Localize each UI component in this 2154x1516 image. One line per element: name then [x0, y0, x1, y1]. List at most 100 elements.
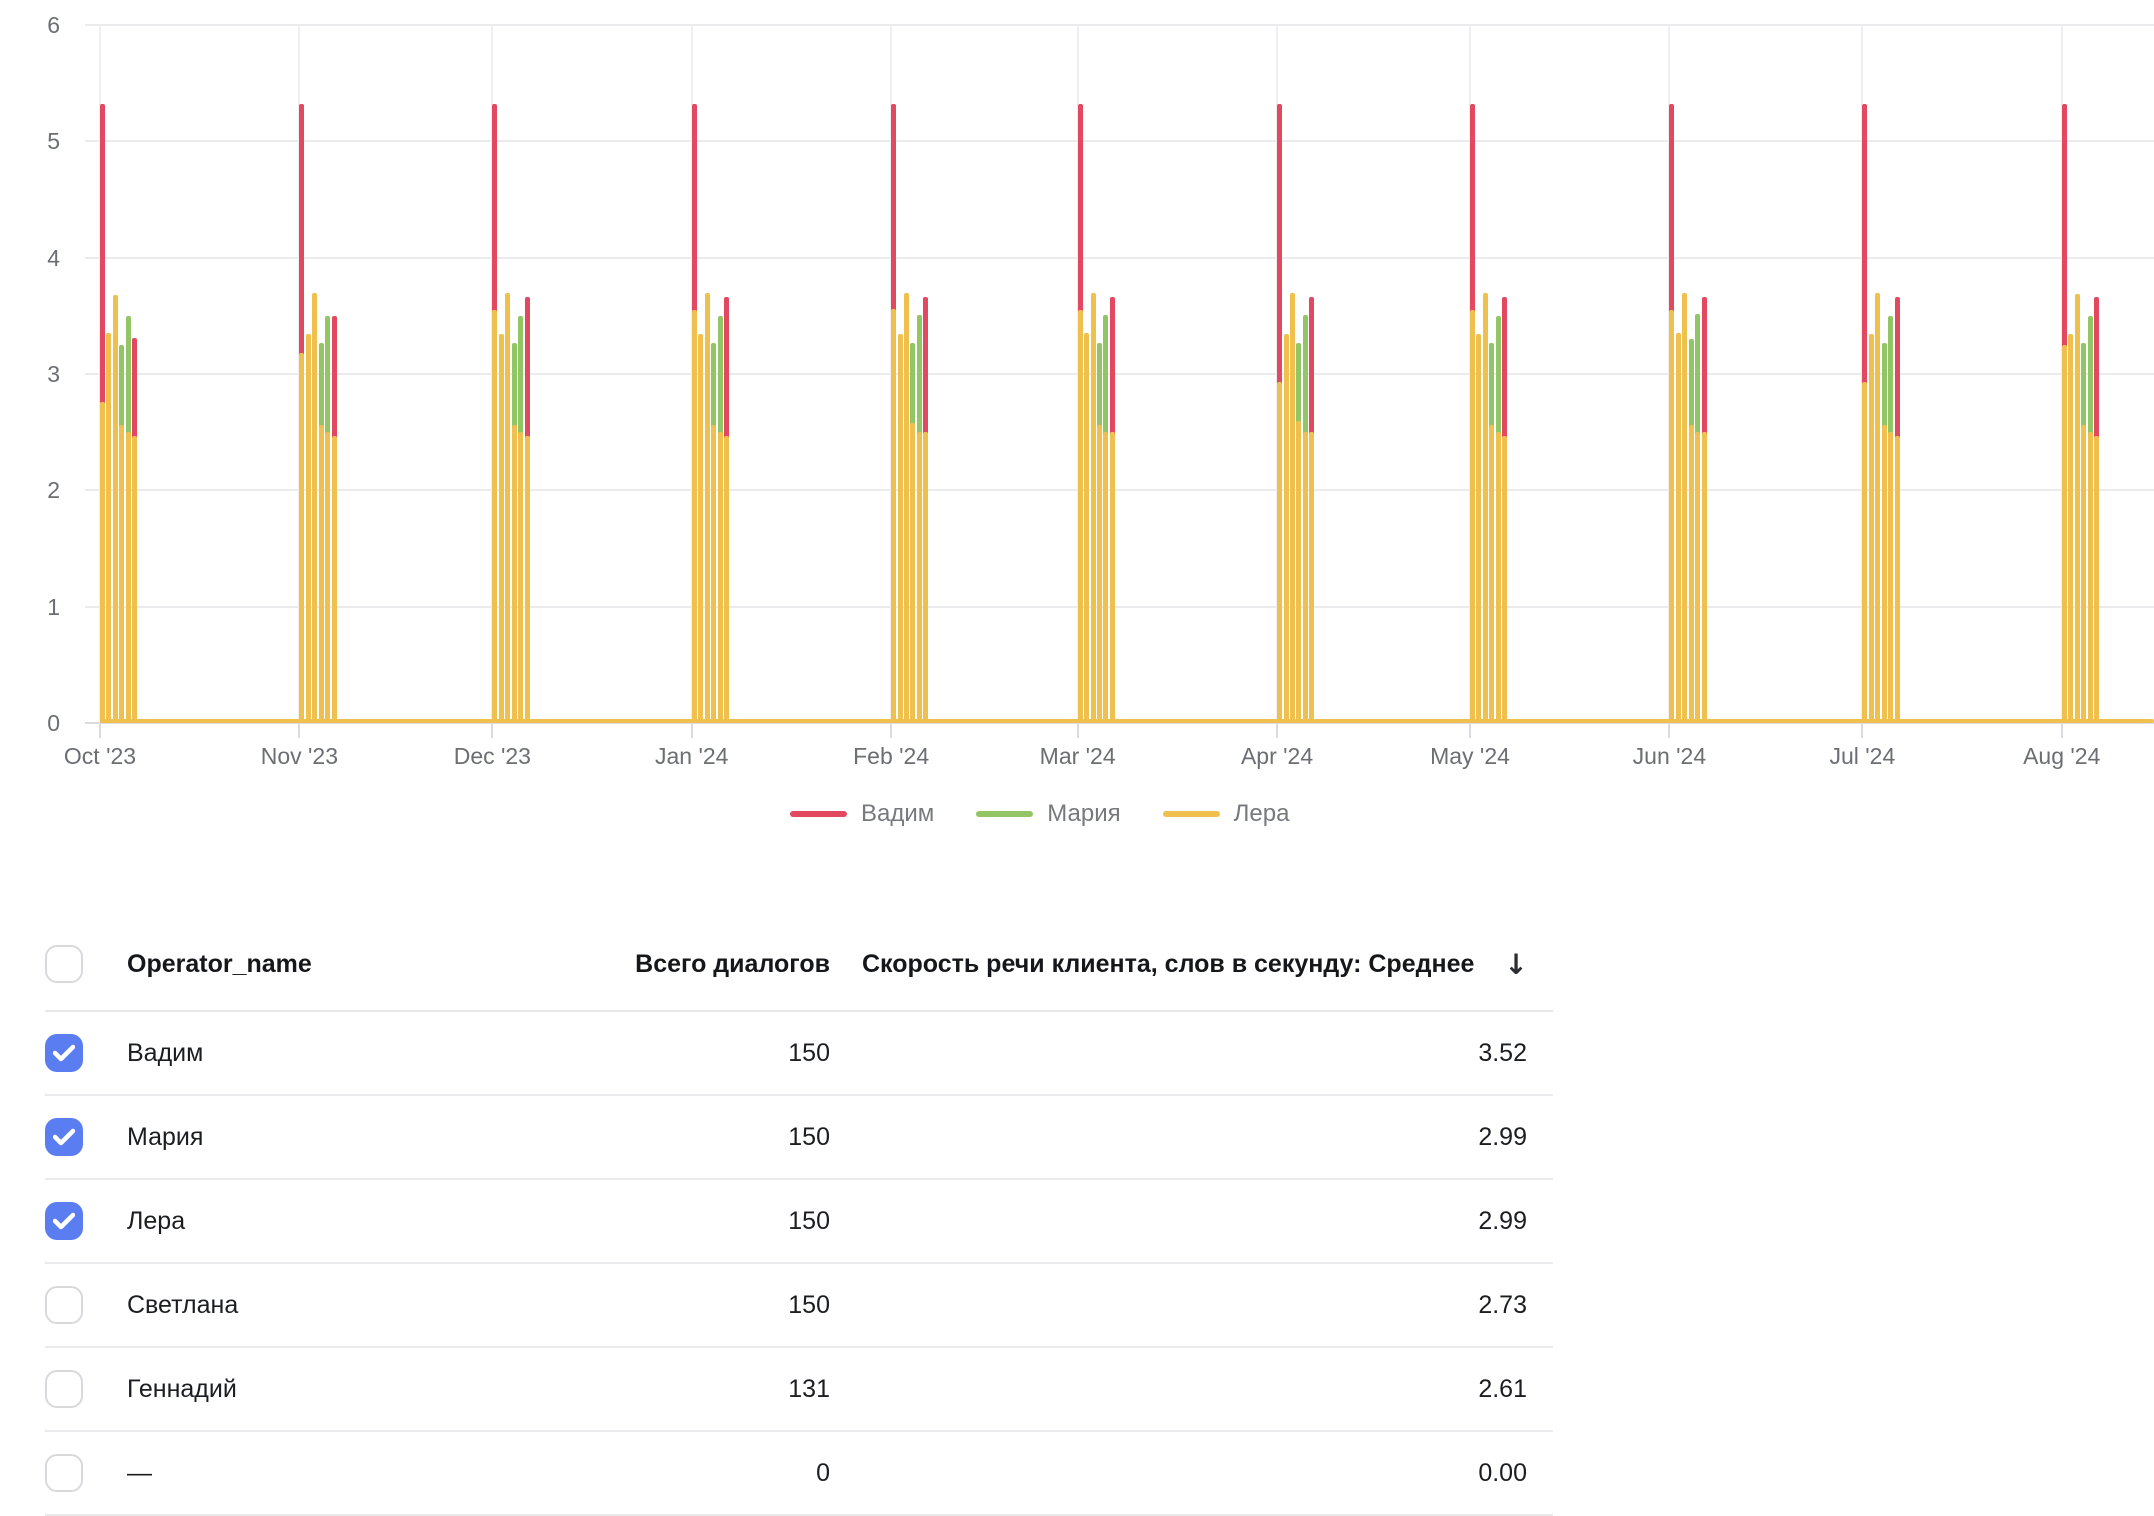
x-axis-tickmark	[298, 723, 301, 738]
row-checkbox[interactable]	[45, 1370, 83, 1408]
bar-yellow	[723, 435, 729, 723]
row-checkbox[interactable]	[45, 1034, 83, 1072]
operator-name-cell: Вадим	[127, 1038, 204, 1067]
row-checkbox[interactable]	[45, 1118, 83, 1156]
select-all-checkbox[interactable]	[45, 945, 83, 983]
legend-label: Лера	[1233, 800, 1290, 827]
bar-yellow	[1881, 425, 1887, 723]
bar-yellow	[1309, 432, 1315, 723]
bar-yellow	[1277, 382, 1283, 723]
bar-yellow	[897, 334, 903, 723]
bar-yellow	[325, 432, 331, 723]
y-axis-tick-label: 4	[47, 244, 60, 271]
row-checkbox-cell	[45, 1370, 127, 1408]
speech-rate-cell: 2.99	[1478, 1122, 1527, 1151]
column-header-operator-name[interactable]: Operator_name	[127, 949, 312, 978]
bar-yellow	[1289, 292, 1295, 723]
x-axis-tick-label: Jan '24	[655, 743, 729, 769]
bar-yellow	[305, 334, 311, 723]
legend-label: Вадим	[861, 800, 935, 827]
bar-yellow	[691, 310, 697, 723]
speech-rate-cell: 2.61	[1478, 1374, 1527, 1403]
bar-yellow	[904, 292, 910, 723]
bar-yellow	[505, 292, 511, 723]
column-header-speech-rate[interactable]: Скорость речи клиента, слов в секунду: С…	[830, 948, 1553, 981]
bar-yellow	[916, 432, 922, 723]
x-axis-tick-label: Jun '24	[1632, 743, 1707, 769]
bar-yellow	[524, 435, 530, 723]
y-axis-tick-label: 6	[47, 12, 60, 39]
x-axis-tickmark	[491, 723, 494, 738]
speech-rate-cell: 2.99	[1478, 1206, 1527, 1235]
gridline-horizontal	[85, 373, 2154, 375]
row-checkbox[interactable]	[45, 1202, 83, 1240]
sort-desc-icon[interactable]: ↓	[1504, 947, 1528, 981]
row-checkbox[interactable]	[45, 1454, 83, 1492]
row-checkbox-cell	[45, 1034, 127, 1072]
legend-item-Лера[interactable]: Лера	[1162, 800, 1290, 828]
row-checkbox-cell	[45, 1118, 127, 1156]
bar-yellow	[518, 432, 524, 723]
total-dialogs-cell: 150	[788, 1206, 830, 1235]
bar-yellow	[1283, 334, 1289, 723]
column-header-total-dialogs[interactable]: Всего диалогов	[635, 949, 830, 978]
x-axis-tickmark	[1276, 723, 1279, 738]
bar-yellow	[1489, 425, 1495, 723]
bar-yellow	[1470, 310, 1476, 723]
total-dialogs-cell: 150	[788, 1122, 830, 1151]
y-axis-tick-label: 1	[47, 593, 60, 620]
bar-yellow	[1302, 432, 1308, 723]
x-axis-tickmark	[1861, 723, 1864, 738]
bar-yellow	[1482, 292, 1488, 723]
x-axis-tick-label: Feb '24	[853, 743, 930, 769]
checkmark-icon	[53, 1212, 75, 1230]
x-axis-tickmark	[690, 723, 693, 738]
checkmark-icon	[53, 1044, 75, 1062]
legend-line-icon	[790, 811, 847, 817]
gridline-horizontal	[85, 24, 2154, 27]
bar-yellow	[1097, 425, 1102, 723]
bar-yellow	[1669, 310, 1675, 723]
table-row: — 0 0.00	[45, 1432, 1553, 1516]
bar-yellow	[112, 294, 118, 723]
x-axis-tick-label: Dec '23	[453, 743, 531, 769]
legend-item-Вадим[interactable]: Вадим	[790, 800, 934, 828]
total-dialogs-cell: 131	[788, 1374, 830, 1403]
x-axis-tickmark	[99, 723, 101, 738]
speech-rate-cell: 0.00	[1478, 1458, 1527, 1487]
x-axis-tick-label: Oct '23	[63, 743, 137, 769]
bar-yellow	[132, 435, 138, 723]
bar-yellow	[1109, 432, 1115, 723]
bar-yellow	[1103, 432, 1109, 723]
total-dialogs-cell: 150	[788, 1290, 830, 1319]
bar-yellow	[1084, 333, 1090, 723]
header-checkbox-cell	[45, 945, 127, 983]
table-row: Мария 150 2.99	[45, 1096, 1553, 1180]
operator-name-cell: —	[127, 1458, 152, 1487]
operator-name-cell: Мария	[127, 1122, 204, 1151]
legend-line-icon	[1162, 811, 1220, 817]
bar-yellow	[711, 425, 717, 723]
table-row: Светлана 150 2.73	[45, 1264, 1553, 1348]
bar-yellow	[1688, 425, 1694, 723]
bar-yellow	[2061, 344, 2067, 723]
bar-yellow	[1495, 432, 1501, 723]
row-checkbox-cell	[45, 1202, 127, 1240]
bar-yellow	[1502, 435, 1508, 723]
bar-yellow	[299, 353, 305, 723]
bar-yellow	[2094, 435, 2099, 723]
bar-yellow	[331, 435, 337, 723]
bar-yellow	[1476, 334, 1482, 723]
legend-line-icon	[976, 811, 1034, 817]
operators-table: Operator_name Всего диалогов Скорость речи…	[45, 918, 1553, 1516]
checkmark-icon	[53, 1128, 75, 1146]
bar-yellow	[1675, 333, 1681, 723]
total-dialogs-cell: 150	[788, 1038, 830, 1067]
row-checkbox[interactable]	[45, 1286, 83, 1324]
legend-item-Мария[interactable]: Мария	[976, 800, 1121, 828]
table-row: Геннадий 131 2.61	[45, 1348, 1553, 1432]
bar-yellow	[923, 432, 929, 723]
gridline-horizontal	[85, 140, 2154, 143]
bar-yellow	[498, 334, 504, 723]
bar-yellow	[1090, 292, 1096, 723]
